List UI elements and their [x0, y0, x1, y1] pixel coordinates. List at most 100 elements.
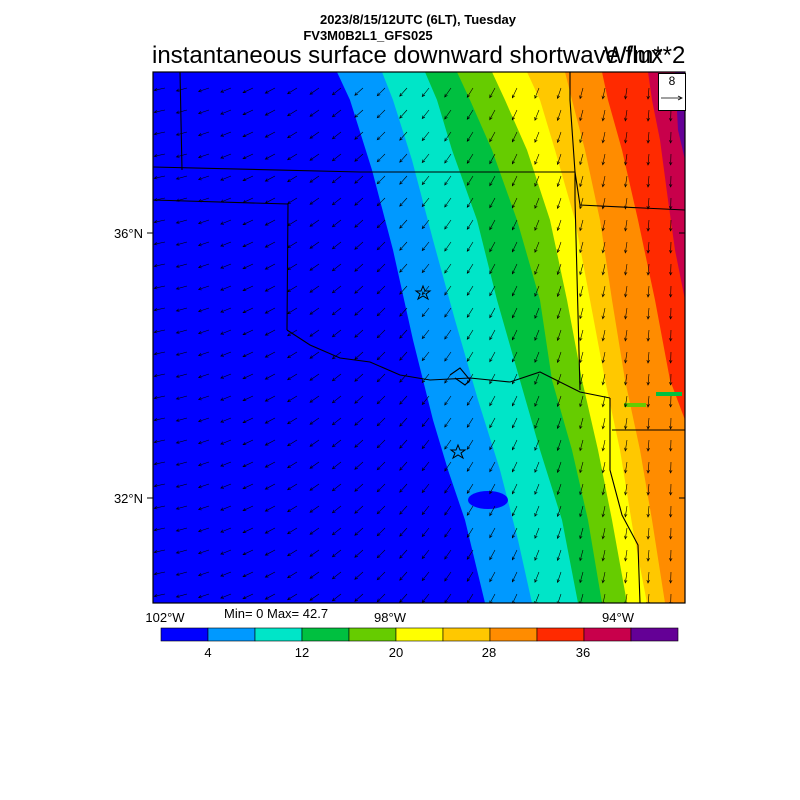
wind-arrow — [264, 505, 276, 512]
wind-arrow — [444, 285, 452, 296]
wind-arrow — [354, 263, 364, 272]
wind-arrow — [197, 373, 210, 379]
wind-arrow — [331, 219, 342, 228]
wind-arrow — [489, 263, 496, 275]
wind-arrow — [354, 131, 364, 140]
wind-arrow — [331, 131, 342, 140]
wind-arrow — [624, 263, 628, 276]
colorbar-swatch — [489, 627, 538, 642]
wind-arrow — [444, 131, 452, 142]
wind-arrow — [153, 131, 166, 136]
wind-arrow — [376, 109, 386, 119]
wind-arrow — [646, 483, 650, 496]
wind-arrow — [175, 439, 188, 444]
wind-arrow — [444, 87, 452, 98]
wind-arrow — [579, 153, 584, 166]
wind-arrow — [489, 461, 496, 473]
wind-arrow — [579, 285, 584, 298]
wind-arrow — [175, 109, 188, 114]
wind-arrow — [601, 417, 606, 430]
wind-arrow — [376, 395, 386, 405]
wind-arrow — [331, 175, 342, 184]
wind-arrow — [489, 285, 496, 297]
wind-arrow — [309, 285, 320, 293]
wind-arrow — [264, 571, 276, 578]
wind-arrow — [376, 417, 386, 427]
colorbar — [160, 627, 679, 642]
wind-arrow — [556, 219, 562, 232]
wind-arrow — [556, 417, 562, 430]
wind-arrow — [601, 219, 606, 232]
wind-arrow — [399, 175, 408, 185]
wind-arrow — [669, 131, 673, 144]
wind-arrow — [421, 285, 430, 296]
wind-arrow — [624, 417, 628, 430]
wind-vectors — [153, 87, 673, 603]
wind-arrow — [175, 483, 188, 488]
wind-arrow — [354, 593, 364, 602]
wind-arrow — [242, 285, 254, 291]
wind-arrow — [444, 527, 452, 538]
wind-arrow — [489, 439, 496, 451]
wind-arrow — [646, 373, 650, 386]
wind-arrow — [354, 329, 364, 338]
station-star — [414, 284, 432, 301]
wind-arrow — [421, 109, 430, 120]
wind-arrow — [534, 131, 540, 143]
wind-arrow — [444, 593, 452, 603]
wind-arrow — [242, 263, 254, 269]
wind-arrow — [556, 439, 562, 452]
wind-arrow — [444, 483, 452, 494]
wind-arrow — [242, 153, 254, 159]
wind-arrow — [489, 307, 496, 319]
wind-arrow — [354, 417, 364, 426]
wind-arrow — [466, 527, 474, 538]
lat-label-36: 36°N — [114, 226, 143, 241]
wind-arrow — [220, 109, 232, 115]
wind-arrow — [175, 263, 188, 268]
wind-arrow — [331, 241, 342, 250]
wind-arrow — [153, 527, 166, 532]
wind-arrow — [331, 263, 342, 272]
wind-arrow — [466, 505, 474, 516]
wind-arrow — [309, 417, 320, 425]
wind-arrow — [309, 87, 320, 95]
lon-label-102w: 102°W — [145, 610, 185, 625]
wind-arrow — [646, 571, 650, 584]
wind-arrow — [197, 131, 210, 137]
wind-arrow — [399, 263, 408, 273]
wind-arrow — [376, 285, 386, 295]
wind-arrow — [153, 593, 166, 598]
wind-arrow — [421, 153, 430, 164]
wind-arrow — [286, 373, 298, 381]
wind-arrow — [556, 307, 562, 320]
wind-arrow — [175, 307, 188, 312]
wind-arrow — [376, 483, 386, 493]
wind-arrow — [354, 483, 364, 492]
wind-arrow — [286, 571, 298, 579]
wind-arrow — [264, 285, 276, 292]
wind-arrow — [534, 527, 540, 539]
wind-arrow — [511, 417, 518, 429]
wind-arrow — [556, 197, 562, 210]
wind-arrow — [264, 175, 276, 182]
wind-arrow — [444, 461, 452, 472]
wind-arrow — [309, 571, 320, 579]
wind-arrow — [669, 307, 673, 320]
wind-arrow — [669, 593, 673, 603]
wind-arrow — [309, 395, 320, 403]
wind-arrow — [153, 285, 166, 290]
vector-legend-value: 8 — [668, 74, 676, 88]
wind-arrow — [264, 153, 276, 160]
wind-arrow — [579, 175, 584, 188]
wind-arrow — [466, 197, 474, 208]
wind-arrow — [669, 263, 673, 276]
wind-arrow — [421, 505, 430, 516]
model-name: FV3M0B2L1_GFS025 — [303, 28, 433, 43]
wind-arrow — [175, 395, 188, 400]
wind-arrow — [466, 263, 474, 274]
wind-arrow — [376, 527, 386, 537]
wind-arrow — [624, 571, 628, 584]
wind-arrow — [669, 483, 673, 496]
wind-arrow — [153, 87, 166, 92]
